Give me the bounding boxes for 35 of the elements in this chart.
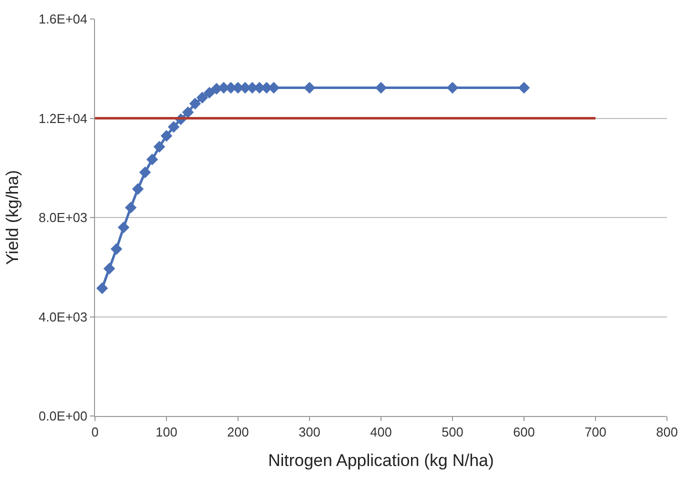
point xyxy=(204,86,216,99)
y-tick-label: 0.0E+00 xyxy=(38,408,88,424)
point xyxy=(189,98,201,110)
x-tick-label: 700 xyxy=(584,424,606,440)
point xyxy=(103,262,116,274)
y-tick-label: 4.0E+03 xyxy=(38,309,88,324)
point xyxy=(118,222,130,234)
point xyxy=(182,106,194,118)
y-tick-label: 8.0E+03 xyxy=(38,210,88,226)
x-tick-label: 0 xyxy=(91,424,99,440)
x-tick-label: 200 xyxy=(227,424,249,440)
point xyxy=(304,82,316,94)
point xyxy=(96,282,108,294)
y-tick-label: 1.6E+04 xyxy=(38,12,88,27)
x-tick-label: 400 xyxy=(370,424,392,440)
y-tick-label: 1.2E+04 xyxy=(38,110,88,126)
x-axis-title: Nitrogen Application (kg N/ha) xyxy=(268,451,494,470)
point xyxy=(196,92,208,104)
point xyxy=(124,202,137,214)
point xyxy=(160,130,172,142)
point xyxy=(146,154,158,166)
point xyxy=(446,82,458,94)
point xyxy=(154,140,166,153)
x-tick-label: 100 xyxy=(156,424,178,440)
x-tick-label: 600 xyxy=(513,424,535,440)
x-tick-label: 800 xyxy=(656,424,678,440)
x-tick-label: 500 xyxy=(442,424,464,440)
point xyxy=(375,82,387,94)
y-axis-title: Yield (kg/ha) xyxy=(3,170,22,265)
point xyxy=(132,183,144,195)
point xyxy=(139,166,151,178)
point xyxy=(110,243,122,255)
x-tick-label: 300 xyxy=(298,424,320,440)
point xyxy=(518,82,530,94)
point xyxy=(168,121,180,133)
